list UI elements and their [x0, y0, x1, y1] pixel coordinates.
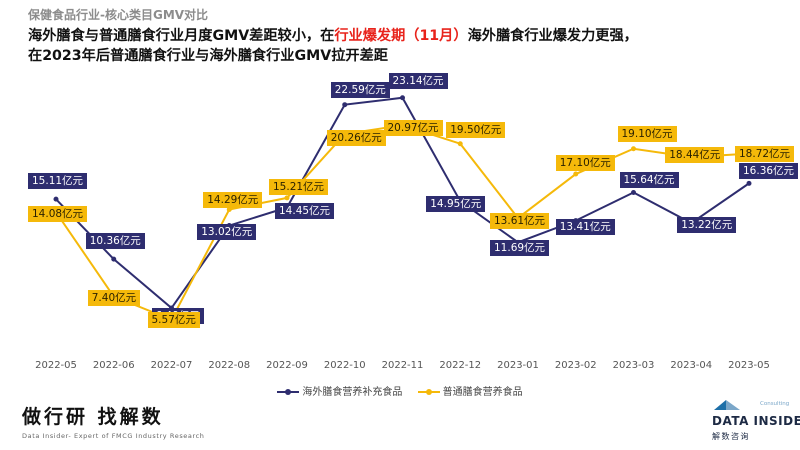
legend: 海外膳食营养补充食品 普通膳食营养食品	[0, 383, 800, 398]
data-point	[631, 189, 636, 195]
data-label: 5.57亿元	[147, 311, 200, 328]
x-tick-label: 2022-06	[92, 360, 135, 371]
data-label: 22.59亿元	[330, 81, 390, 98]
x-tick-label: 2022-05	[35, 360, 77, 371]
data-label: 20.26亿元	[326, 130, 386, 147]
x-tick-label: 2023-04	[670, 360, 713, 371]
x-tick-label: 2022-07	[150, 360, 193, 371]
data-label: 19.10亿元	[617, 125, 677, 142]
data-point	[226, 207, 232, 213]
data-point	[400, 95, 405, 101]
x-tick-label: 2023-01	[497, 360, 539, 371]
data-point	[457, 141, 463, 147]
legend-label-overseas: 海外膳食营养补充食品	[302, 387, 403, 398]
data-point	[631, 146, 636, 152]
data-label: 14.95亿元	[426, 196, 486, 213]
legend-item-overseas: 海外膳食营养补充食品	[277, 383, 402, 398]
data-point	[342, 102, 348, 108]
headline-line-1: 海外膳食与普通膳食行业月度GMV差距较小，在行业爆发期（11月）海外膳食行业爆发…	[28, 26, 788, 46]
logo-name: DATA INSIDER	[712, 414, 800, 428]
data-label: 18.72亿元	[735, 145, 795, 162]
data-label: 15.64亿元	[619, 172, 679, 189]
data-label: 14.08亿元	[28, 206, 88, 223]
data-point	[284, 195, 290, 201]
x-tick-label: 2022-08	[208, 360, 251, 371]
logo-consulting: Consulting	[760, 401, 790, 407]
data-label: 13.22亿元	[677, 217, 737, 234]
headline-highlight: 行业爆发期（11月）	[334, 28, 468, 44]
data-label: 7.40亿元	[87, 289, 141, 306]
x-tick-label: 2022-12	[439, 360, 482, 371]
data-label: 13.41亿元	[555, 218, 615, 235]
x-tick-label: 2022-10	[323, 360, 366, 371]
legend-swatch-overseas	[277, 389, 300, 395]
data-point	[746, 180, 752, 186]
x-tick-label: 2023-02	[554, 360, 597, 371]
legend-swatch-general	[417, 389, 440, 395]
logo-cn: 解数咨询	[712, 432, 750, 441]
data-label: 17.10亿元	[555, 155, 615, 172]
x-tick-label: 2023-05	[728, 360, 770, 371]
data-point	[53, 196, 59, 202]
data-label: 10.36亿元	[85, 233, 145, 250]
data-label: 18.44亿元	[665, 147, 725, 164]
data-label: 14.45亿元	[275, 203, 335, 220]
data-label: 15.21亿元	[269, 178, 329, 195]
legend-label-general: 普通膳食营养食品	[442, 387, 523, 398]
series-line-1	[55, 124, 750, 321]
headline-line-1-before: 海外膳食与普通膳食行业月度GMV差距较小，在	[28, 28, 335, 44]
data-label: 16.36亿元	[739, 163, 799, 180]
x-tick-label: 2023-03	[612, 360, 655, 371]
data-label: 19.50亿元	[446, 121, 506, 138]
data-insider-logo-icon	[714, 400, 740, 410]
data-label: 20.97亿元	[383, 120, 443, 137]
x-tick-label: 2022-11	[381, 360, 424, 371]
data-label: 13.02亿元	[197, 223, 257, 240]
headline-line-2: 在2023年后普通膳食行业与海外膳食行业GMV拉开差距	[28, 48, 388, 64]
brand-tagline: Data Insider- Expert of FMCG Industry Re…	[22, 432, 205, 440]
x-tick-label: 2022-09	[266, 360, 308, 371]
headline-line-1-after: 海外膳食行业爆发力更强，	[467, 28, 638, 44]
data-label: 14.29亿元	[203, 191, 263, 208]
subtitle: 保健食品行业-核心类目GMV对比	[28, 8, 209, 22]
brand-slogan: 做行研 找解数	[22, 406, 164, 428]
data-point	[111, 256, 117, 262]
data-label: 11.69亿元	[490, 240, 550, 257]
legend-item-general: 普通膳食营养食品	[417, 383, 523, 398]
headline: 海外膳食与普通膳食行业月度GMV差距较小，在行业爆发期（11月）海外膳食行业爆发…	[28, 26, 788, 66]
data-label: 15.11亿元	[28, 173, 88, 190]
data-label: 23.14亿元	[388, 72, 448, 89]
data-label: 13.61亿元	[490, 213, 550, 230]
data-point	[573, 171, 579, 177]
